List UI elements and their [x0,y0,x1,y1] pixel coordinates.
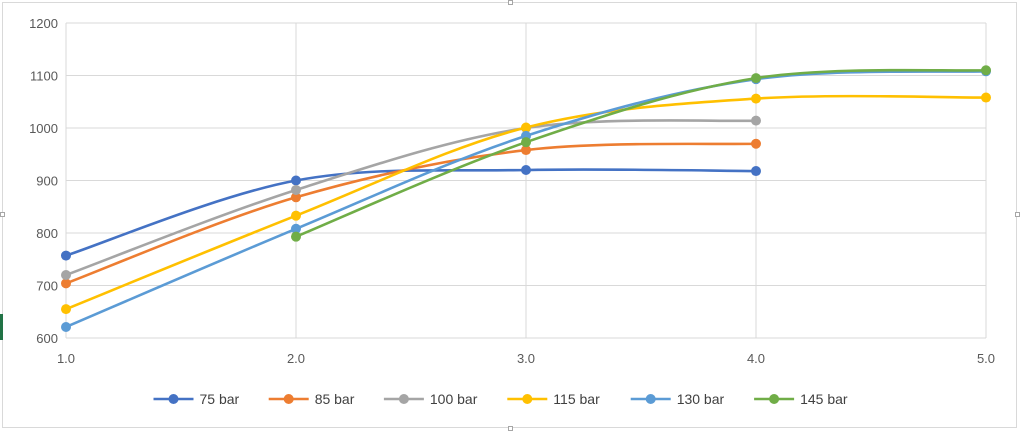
legend-label: 130 bar [677,391,725,407]
data-point-75-bar[interactable] [61,250,71,261]
gridlines [65,22,987,339]
x-tick-label: 3.0 [517,351,535,366]
selection-accent [0,314,3,340]
data-point-115-bar[interactable] [981,92,991,103]
legend-label: 115 bar [553,391,600,407]
data-point-115-bar[interactable] [291,210,301,221]
legend: 75 bar 85 bar 100 bar 115 bar 130 bar 145 bar [153,391,848,407]
series-75-bar [61,165,761,261]
y-tick-label: 1000 [29,121,58,136]
data-point-130-bar[interactable] [61,321,71,332]
y-tick-label: 1100 [30,69,58,84]
legend-swatch-marker [645,394,656,404]
y-tick-label: 700 [36,279,58,294]
legend-item-145-bar[interactable]: 145 bar [754,391,848,407]
data-point-75-bar[interactable] [291,175,301,186]
legend-item-115-bar[interactable]: 115 bar [507,391,600,407]
data-point-100-bar[interactable] [291,184,301,195]
legend-swatch-marker [398,394,409,404]
data-point-115-bar[interactable] [521,122,531,133]
data-point-145-bar[interactable] [981,65,991,76]
legend-label: 100 bar [430,391,478,407]
data-point-115-bar[interactable] [61,304,71,315]
series-line-85-bar[interactable] [64,142,758,285]
series-line-145-bar[interactable] [294,68,988,238]
data-point-145-bar[interactable] [751,73,761,84]
y-tick-label: 800 [36,226,58,241]
legend-label: 145 bar [800,391,848,407]
data-point-85-bar[interactable] [291,192,301,203]
series-lines [61,65,991,332]
resize-handle-bottom[interactable] [508,426,513,431]
data-point-145-bar[interactable] [521,137,531,148]
data-point-85-bar[interactable] [521,145,531,156]
legend-label: 85 bar [315,391,355,407]
y-tick-label: 600 [36,331,58,346]
series-115-bar [61,92,991,315]
resize-handle-right[interactable] [1015,212,1020,217]
x-tick-label: 1.0 [57,351,75,366]
data-point-100-bar[interactable] [61,270,71,280]
data-point-75-bar[interactable] [751,166,761,177]
resize-handle-top[interactable] [508,0,513,5]
series-85-bar [61,138,761,289]
legend-item-75-bar[interactable]: 75 bar [153,391,240,407]
legend-item-130-bar[interactable]: 130 bar [630,391,725,407]
y-tick-label: 900 [36,174,58,189]
resize-handle-left[interactable] [0,212,5,217]
series-145-bar [291,65,991,242]
data-point-115-bar[interactable] [751,93,761,104]
legend-swatch-marker [769,394,780,404]
series-100-bar [61,115,761,280]
data-point-75-bar[interactable] [521,165,531,175]
legend-item-100-bar[interactable]: 100 bar [383,391,478,407]
legend-item-85-bar[interactable]: 85 bar [268,391,355,407]
data-point-85-bar[interactable] [61,278,71,289]
data-point-145-bar[interactable] [291,231,301,242]
series-line-75-bar[interactable] [64,168,758,257]
data-point-85-bar[interactable] [751,138,761,149]
legend-label: 75 bar [200,391,240,407]
data-point-130-bar[interactable] [291,223,301,234]
legend-swatch-marker [168,394,179,404]
x-tick-label: 2.0 [287,351,305,366]
axis-tick-labels: 600 700 800 900 1000 1100 1200 1.0 2.0 3.0 4.0 5.0 [29,16,995,366]
series-line-100-bar[interactable] [64,119,758,277]
legend-swatch-marker [522,394,533,404]
x-tick-label: 4.0 [747,351,765,366]
y-tick-label: 1200 [29,16,58,31]
data-point-100-bar[interactable] [751,115,761,126]
x-tick-label: 5.0 [977,351,995,366]
legend-swatch-marker [283,394,294,404]
